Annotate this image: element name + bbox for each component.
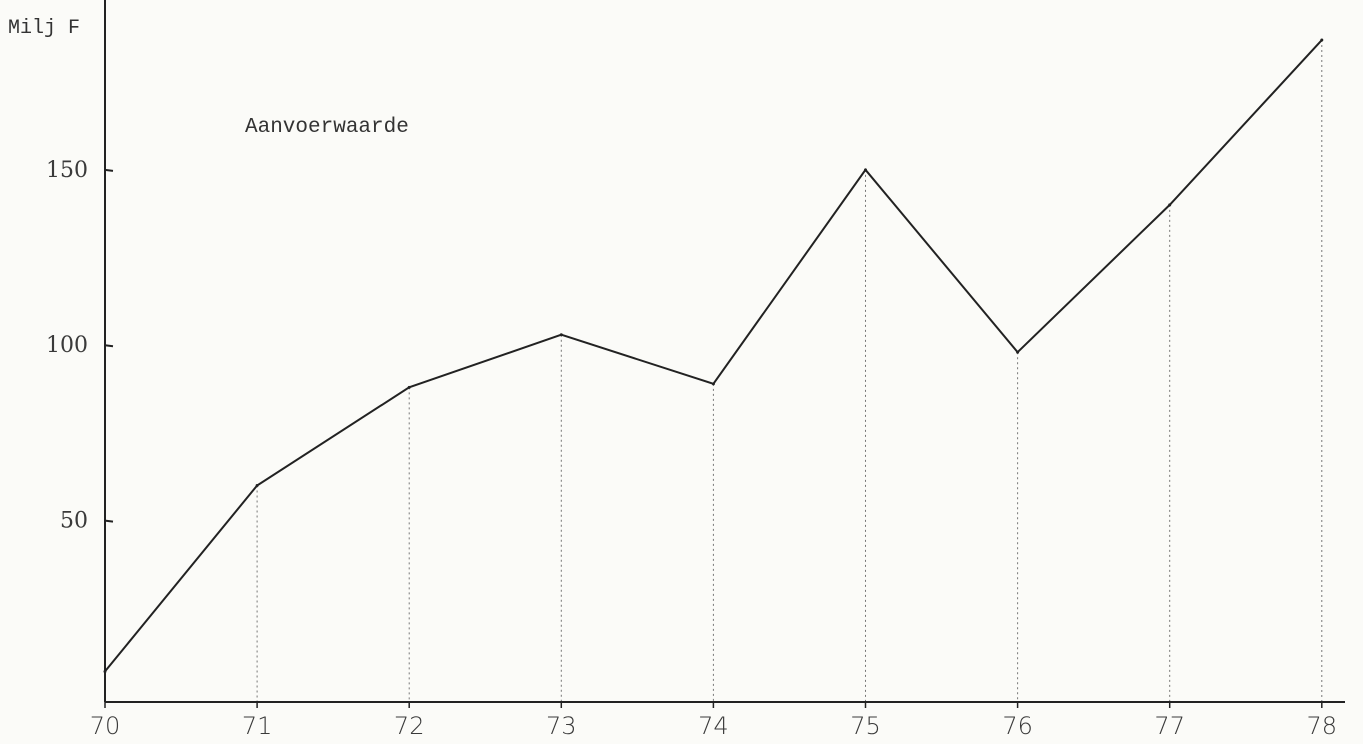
x-tick-label-72: 72 <box>394 712 425 740</box>
y-tick-label-150: 150 <box>46 158 88 183</box>
y-tick-label-50: 50 <box>60 509 88 534</box>
data-point-71 <box>255 484 259 488</box>
data-point-74 <box>711 382 715 386</box>
y-tick-100 <box>104 344 114 348</box>
data-point-77 <box>1168 203 1172 207</box>
data-point-78 <box>1320 38 1324 42</box>
y-tick-150 <box>104 168 114 172</box>
data-point-75 <box>864 168 867 172</box>
data-point-72 <box>407 385 411 389</box>
x-tick-label-77: 77 <box>1154 712 1185 740</box>
y-ticks: 50 100 150 <box>46 158 114 534</box>
series-label: Aanvoerwaarde <box>245 116 409 139</box>
x-tick-label-76: 76 <box>1002 712 1033 740</box>
x-tick-label-70: 70 <box>90 712 121 740</box>
data-point-70 <box>103 669 107 673</box>
x-tick-label-73: 73 <box>546 712 577 740</box>
drop-lines <box>256 40 1323 702</box>
x-tick-label-75: 75 <box>850 712 881 740</box>
y-tick-label-100: 100 <box>46 333 88 358</box>
data-points <box>103 38 1324 673</box>
data-point-73 <box>559 333 563 337</box>
y-unit-label: Milj F <box>8 17 80 40</box>
x-tick-label-71: 71 <box>242 712 273 740</box>
x-ticks: 70 71 72 73 74 75 76 77 78 <box>90 702 1337 740</box>
data-point-76 <box>1016 350 1020 354</box>
y-tick-50 <box>104 519 114 523</box>
x-tick-label-78: 78 <box>1307 712 1338 740</box>
x-tick-label-74: 74 <box>698 712 729 740</box>
